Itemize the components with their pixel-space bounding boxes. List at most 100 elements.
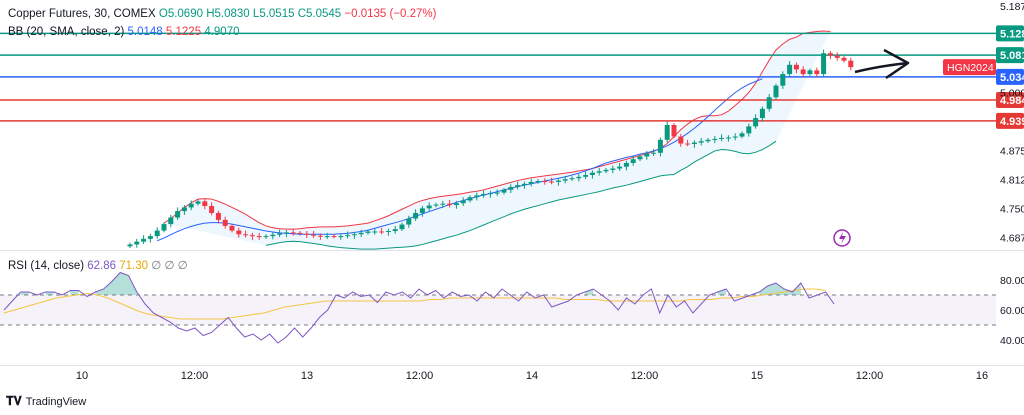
- candle: [358, 229, 364, 238]
- candle: [256, 232, 262, 240]
- candle: [549, 177, 555, 185]
- candle: [195, 199, 201, 206]
- candle: [603, 168, 609, 174]
- candle-body: [317, 235, 323, 237]
- candle-body: [379, 231, 385, 233]
- candle-body: [814, 70, 820, 75]
- tv-logo-icon: 𝐓𝐕: [6, 394, 22, 408]
- candle: [168, 214, 174, 228]
- brand-name: TradingView: [25, 395, 87, 408]
- candle-body: [596, 171, 602, 173]
- candle: [467, 195, 473, 203]
- arrow-shaft: [854, 61, 909, 74]
- candle: [243, 230, 249, 238]
- rsi-overbought-fill: [70, 290, 79, 295]
- candle: [453, 200, 459, 209]
- candle-body: [827, 53, 833, 56]
- candle-body: [589, 172, 595, 175]
- level-label-3: 4.984: [1000, 95, 1024, 107]
- time-tick-label: 12:00: [856, 370, 884, 382]
- candle: [712, 136, 718, 144]
- bb-lower-value: 4.9070: [204, 26, 240, 38]
- rsi-line: [3, 271, 835, 344]
- tradingview-footer[interactable]: 𝐓𝐕 TradingView: [6, 394, 86, 409]
- candle-body: [385, 231, 391, 233]
- candle: [487, 190, 493, 198]
- candle: [725, 135, 731, 142]
- candle-body: [746, 126, 752, 134]
- candle-body: [202, 201, 208, 207]
- candle-body: [678, 136, 684, 144]
- candle-body: [372, 231, 378, 233]
- candle-body: [324, 236, 330, 238]
- bb-basis-value: 5.0148: [127, 26, 163, 38]
- candle: [807, 68, 813, 76]
- candle-body: [222, 219, 228, 226]
- candle-body: [759, 108, 765, 119]
- candle-body: [712, 138, 718, 140]
- candle-body: [841, 57, 847, 61]
- candle-body: [848, 60, 854, 68]
- candle: [739, 131, 745, 139]
- candle: [528, 178, 534, 187]
- time-tick-label: 15: [751, 370, 763, 382]
- candle: [508, 184, 514, 194]
- candle-body: [168, 217, 174, 225]
- candle: [175, 207, 181, 220]
- candle-body: [154, 230, 160, 237]
- candle-body: [773, 85, 779, 98]
- candle-body: [610, 168, 616, 170]
- candle: [413, 209, 419, 221]
- bb-upper-value: 5.1225: [165, 26, 202, 38]
- candle: [147, 233, 153, 243]
- candle: [732, 133, 738, 141]
- candle-body: [521, 183, 527, 186]
- candle-body: [576, 176, 582, 179]
- candle-body: [147, 236, 153, 239]
- rsi-tick-label: 60.00: [1000, 305, 1024, 317]
- candle: [617, 162, 623, 171]
- level-tag-3: [996, 92, 1024, 108]
- rsi-ma-value: 71.30: [119, 260, 149, 272]
- time-tick-label: 16: [976, 370, 988, 382]
- candle: [297, 231, 303, 236]
- candle-body: [127, 244, 133, 247]
- rsi-overbought-fill: [45, 292, 54, 295]
- candle: [290, 229, 296, 236]
- price-tick-label: 4.687: [1000, 233, 1024, 245]
- candle-body: [535, 181, 541, 183]
- open-value: 5.0690: [167, 8, 203, 20]
- bb-fill: [164, 31, 831, 250]
- candle: [766, 93, 772, 112]
- level-label-2: 5.034: [1000, 72, 1024, 84]
- candle: [562, 175, 568, 184]
- candle-body: [345, 235, 351, 237]
- lightning-icon: [833, 229, 851, 247]
- candle: [848, 57, 854, 71]
- candle: [188, 200, 194, 211]
- candle-body: [460, 200, 466, 204]
- rsi-extra-values: ∅ ∅ ∅: [151, 260, 188, 272]
- candle: [759, 106, 765, 122]
- candle: [780, 71, 786, 89]
- candle-body: [338, 236, 344, 238]
- candle: [263, 234, 269, 239]
- candle-body: [331, 236, 337, 238]
- candle: [678, 133, 684, 147]
- candle-body: [392, 229, 398, 232]
- candle-body: [555, 180, 561, 182]
- level-tag-2: [996, 68, 1024, 85]
- candle: [691, 140, 697, 148]
- candle-body: [528, 181, 534, 184]
- candle-body: [637, 156, 643, 160]
- symbol-badge-label: HGN2024: [947, 62, 994, 74]
- candle-body: [215, 212, 221, 220]
- level-tag-0: [996, 25, 1024, 42]
- lightning-bolt: [839, 232, 846, 244]
- candle-body: [467, 197, 473, 201]
- candle-body: [297, 232, 303, 234]
- candle: [419, 206, 425, 217]
- candle: [576, 174, 582, 182]
- candle: [753, 114, 759, 129]
